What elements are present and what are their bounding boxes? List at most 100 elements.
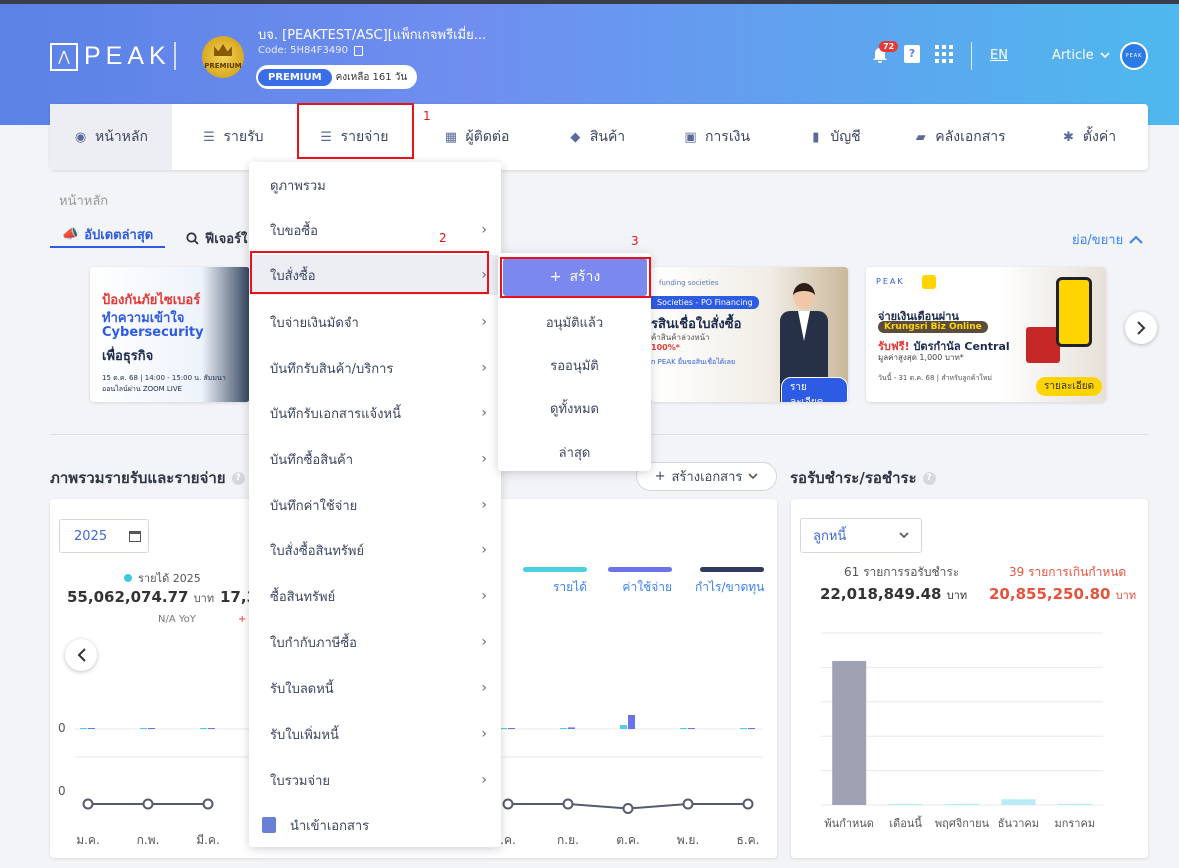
x-tick-label: ธันวาคม: [998, 817, 1039, 830]
nav-documents[interactable]: ▰ คลังเอกสาร: [890, 104, 1030, 170]
nav-label: บัญชี: [830, 129, 861, 145]
chevron-down-icon: [1100, 52, 1110, 59]
legend-expense[interactable]: ค่าใช้จ่าย: [608, 567, 672, 597]
breadcrumb[interactable]: หน้าหลัก: [59, 194, 109, 209]
create-document-button[interactable]: + สร้างเอกสาร: [636, 462, 777, 491]
bar-expense: [88, 728, 95, 729]
company-name[interactable]: บจ. [PEAKTEST/ASC][แพ็กเกจพรีเมี่ย...: [258, 28, 487, 43]
apps-grid-icon[interactable]: [935, 45, 953, 63]
revenue-label-row: รายได้ 2025: [124, 569, 201, 587]
copy-icon[interactable]: [353, 45, 363, 56]
help-icon[interactable]: ?: [922, 472, 936, 485]
menu-label: ซื้อสินทรัพย์: [270, 589, 336, 605]
nav-finance[interactable]: ▣ การเงิน: [654, 104, 780, 170]
peak-logo[interactable]: ⋀ PEAK: [50, 42, 171, 71]
x-tick-label: มกราคม: [1054, 817, 1095, 830]
menu-item-import[interactable]: นำเข้าเอกสาร: [249, 805, 501, 845]
tab-features[interactable]: ฟีเจอร์ใ: [186, 228, 247, 249]
year-picker[interactable]: 2025: [59, 519, 149, 553]
chevron-right-icon: ›: [481, 542, 487, 558]
menu-item[interactable]: ใบจ่ายเงินมัดจำ ›: [249, 302, 501, 342]
menu-label: นำเข้าเอกสาร: [290, 818, 370, 834]
submenu-item-pending[interactable]: รออนุมัติ: [550, 359, 599, 374]
menu-item[interactable]: บันทึกรับเอกสารแจ้งหนี้ ›: [249, 393, 501, 433]
menu-item[interactable]: รับใบเพิ่มหนี้ ›: [249, 714, 501, 754]
language-switch[interactable]: EN: [990, 48, 1008, 63]
banner-line: วันนี้ - 31 ต.ค. 68 | สำหรับลูกค้าใหม่: [878, 374, 993, 382]
avatar[interactable]: PEAK: [1120, 42, 1148, 70]
submenu-item-latest[interactable]: ล่าสุด: [558, 446, 591, 461]
x-tick-label: ม.ค.: [76, 833, 100, 847]
bar-revenue: [80, 728, 87, 729]
search-icon: [186, 232, 199, 245]
menu-label: ใบสั่งซื้อสินทรัพย์: [270, 543, 365, 559]
menu-item[interactable]: บันทึกรับสินค้า/บริการ ›: [249, 348, 501, 388]
menu-item[interactable]: บันทึกซื้อสินค้า ›: [249, 439, 501, 479]
nav-expense[interactable]: ☰ รายจ่าย: [294, 104, 414, 170]
bar-revenue: [140, 728, 147, 729]
menu-item[interactable]: ใบรวมจ่าย ›: [249, 760, 501, 800]
menu-item[interactable]: ใบกำกับภาษีซื้อ ›: [249, 622, 501, 662]
annotation-number: 3: [631, 234, 639, 248]
banner-krungsri[interactable]: PEAK จ่ายเงินเดือนผ่าน Krungsri Biz Onli…: [866, 267, 1106, 402]
expense-yoy: + I: [238, 614, 253, 625]
nav-label: ผู้ติดต่อ: [465, 129, 510, 145]
collapse-toggle[interactable]: ย่อ/ขยาย: [1072, 229, 1143, 250]
nav-income[interactable]: ☰ รายรับ: [172, 104, 294, 170]
nav-contacts[interactable]: ▦ ผู้ติดต่อ: [414, 104, 540, 170]
user-menu[interactable]: Article: [1052, 48, 1110, 63]
chart-prev-button[interactable]: [65, 639, 97, 671]
menu-item[interactable]: ดูภาพรวม: [249, 165, 501, 205]
chevron-right-icon: ›: [481, 267, 487, 283]
expense-icon: ☰: [320, 129, 332, 145]
currency: บาท: [946, 589, 968, 602]
menu-item[interactable]: ซื้อสินทรัพย์ ›: [249, 576, 501, 616]
purchase-order-submenu: + สร้าง อนุมัติแล้ว รออนุมัติ ดูทั้งหมด …: [498, 253, 651, 471]
help-icon[interactable]: ?: [231, 472, 245, 485]
banner-details-button[interactable]: รายละเอียด: [1036, 377, 1103, 396]
premium-crown-badge: PREMIUM: [202, 36, 244, 78]
nav-settings[interactable]: ✱ ตั้งค่า: [1030, 104, 1148, 170]
banner-cybersecurity[interactable]: ป้องกันภัยไซเบอร์ ทำความเข้าใจ Cybersecu…: [90, 267, 250, 402]
bar-expense: [748, 728, 755, 729]
submenu-item-approved[interactable]: อนุมัติแล้ว: [545, 316, 604, 331]
menu-item[interactable]: บันทึกค่าใช้จ่าย ›: [249, 485, 501, 525]
banner-details-button[interactable]: รายละเอียด: [781, 377, 848, 402]
menu-item[interactable]: รับใบลดหนี้ ›: [249, 668, 501, 708]
aging-bar: [888, 804, 923, 805]
create-purchase-order-button[interactable]: + สร้าง: [503, 258, 647, 296]
nav-accounting[interactable]: ▮ บัญชี: [780, 104, 890, 170]
x-tick-label: มี.ค.: [196, 833, 220, 847]
nav-home[interactable]: ◉ หน้าหลัก: [50, 104, 172, 170]
banner-po-financing[interactable]: funding societies Societies - PO Financi…: [651, 267, 848, 402]
menu-item[interactable]: ใบสั่งซื้อสินทรัพย์ ›: [249, 530, 501, 570]
help-icon[interactable]: ?: [904, 45, 920, 63]
plan-tag: PREMIUM: [258, 68, 332, 86]
profit-point: [622, 803, 634, 814]
menu-label: บันทึกซื้อสินค้า: [270, 452, 354, 468]
menu-label: ใบสั่งซื้อ: [270, 268, 316, 284]
nav-label: รายจ่าย: [340, 129, 389, 145]
notification-count: 72: [879, 41, 899, 52]
menu-item[interactable]: ใบขอซื้อ ›: [249, 210, 501, 250]
nav-products[interactable]: ◆ สินค้า: [540, 104, 654, 170]
menu-label: รับใบเพิ่มหนี้: [270, 727, 339, 743]
submenu-item-all[interactable]: ดูทั้งหมด: [550, 402, 599, 417]
menu-label: รับใบลดหนี้: [270, 681, 334, 697]
debtor-select[interactable]: ลูกหนี้: [800, 518, 922, 553]
bar-revenue: [200, 728, 207, 729]
banner-line: รับฟรี! บัตรกำนัล Central: [878, 340, 1010, 353]
create-label: สร้าง: [569, 269, 601, 285]
x-tick-label: ต.ค.: [616, 833, 639, 847]
legend-profit[interactable]: กำไร/ขาดทุน: [695, 567, 765, 597]
money-icon: ▣: [684, 129, 697, 145]
overdue-label: 39 รายการเกินกำหนด: [1009, 565, 1127, 579]
menu-item[interactable]: ใบสั่งซื้อ ›: [249, 255, 501, 295]
carousel-next-button[interactable]: [1125, 312, 1157, 344]
company-code: Code: 5H84F3490: [258, 45, 348, 56]
tab-updates[interactable]: 📣 อัปเดตล่าสุด: [50, 226, 166, 248]
x-tick-label: .ค.: [500, 833, 516, 847]
legend-revenue[interactable]: รายได้: [523, 567, 587, 597]
banner-tag: Societies - PO Financing: [651, 296, 759, 309]
revenue-yoy: N/A YoY: [158, 614, 196, 625]
